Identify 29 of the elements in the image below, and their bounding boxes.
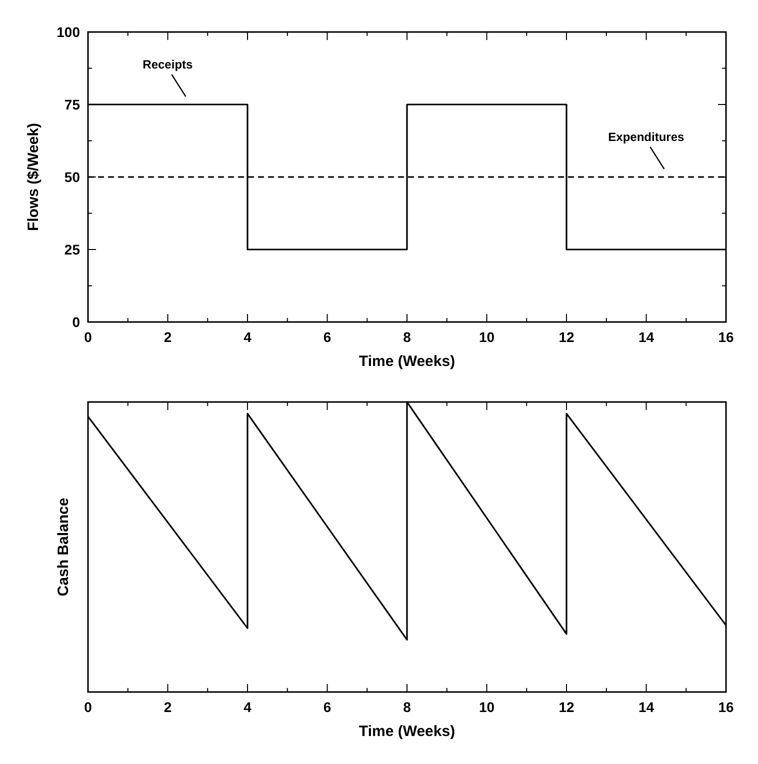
x-axis-title: Time (Weeks)	[358, 723, 456, 740]
y-tick-label: 0	[72, 314, 80, 330]
y-axis-title: Flows ($/Week)	[25, 122, 42, 232]
y-tick-label: 100	[56, 24, 80, 40]
x-tick-label: 10	[478, 329, 495, 345]
x-tick-label: 16	[718, 329, 734, 345]
y-axis-title: Cash Balance	[55, 498, 72, 596]
x-tick-label: 8	[403, 329, 412, 345]
x-tick-label: 16	[718, 699, 734, 715]
annotation: Expenditures	[608, 130, 685, 144]
y-tick-label: 25	[64, 242, 80, 258]
x-tick-label: 2	[164, 699, 172, 715]
x-tick-label: 10	[478, 699, 495, 715]
x-tick-label: 6	[323, 329, 332, 345]
x-tick-label: 8	[403, 699, 412, 715]
x-tick-label: 14	[638, 329, 654, 345]
x-tick-label: 0	[84, 699, 92, 715]
x-tick-label: 2	[164, 329, 172, 345]
x-tick-label: 4	[244, 329, 252, 345]
y-tick-label: 75	[64, 96, 80, 112]
x-tick-label: 4	[244, 699, 252, 715]
y-tick-label: 50	[64, 169, 80, 185]
x-axis-title: Time (Weeks)	[358, 353, 456, 370]
x-tick-label: 0	[84, 329, 92, 345]
annotation: Receipts	[142, 58, 194, 72]
x-tick-label: 14	[638, 699, 654, 715]
x-tick-label: 12	[558, 699, 574, 715]
x-tick-label: 12	[558, 329, 574, 345]
x-tick-label: 6	[323, 699, 332, 715]
